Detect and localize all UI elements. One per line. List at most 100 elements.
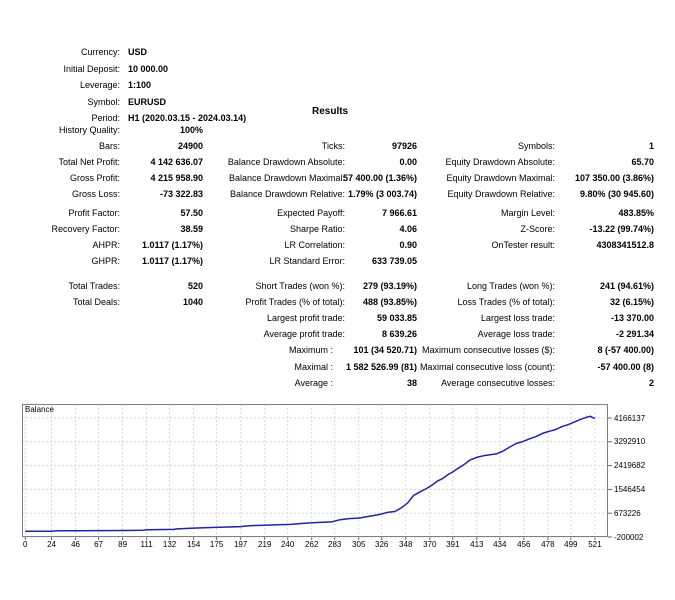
stat-label: Total Deals: [72, 297, 120, 308]
balance-curve [25, 415, 596, 533]
stat-label: Long Trades (won %): [466, 281, 555, 291]
x-axis-label: 326 [375, 540, 389, 549]
x-axis-label: 434 [493, 540, 507, 549]
chart-border [22, 404, 608, 537]
stat-label: Gross Loss: [71, 189, 120, 200]
x-axis-label: 175 [209, 540, 224, 549]
stat-value: 100% [179, 125, 203, 135]
x-axis-label: 370 [423, 540, 437, 549]
x-axis-label: 67 [94, 540, 103, 549]
header-label: Leverage: [79, 80, 120, 91]
x-axis-label: 348 [399, 540, 413, 549]
stat-value: 24900 [177, 141, 203, 152]
x-axis-label: 283 [327, 540, 342, 549]
stat-value: 65.70 [631, 157, 654, 168]
y-axis-label: 4166137 [614, 413, 646, 423]
stat-label: Total Net Profit: [58, 157, 120, 168]
stat-label: Average profit trade: [263, 329, 345, 340]
stat-value: 4 215 958.90 [150, 173, 203, 184]
stat-value: 8 (-57 400.00) [597, 345, 654, 356]
stat-value: 1.0117 (1.17%) [141, 240, 203, 251]
stat-label: Recovery Factor: [51, 224, 120, 235]
x-axis-label: 456 [517, 540, 531, 549]
y-axis-label: 1546454 [614, 484, 646, 494]
x-axis-label: 197 [233, 540, 248, 549]
x-axis-label: 478 [541, 540, 555, 549]
header-label: Currency: [80, 47, 120, 57]
stat-value: 633 739.05 [371, 256, 417, 267]
stat-label: Balance Drawdown Absolute: [227, 157, 345, 168]
stat-value: 57.50 [180, 208, 203, 218]
x-axis-label: 24 [47, 540, 56, 549]
x-axis-label: 305 [352, 540, 366, 549]
stat-label: Maximal consecutive loss (count): [419, 361, 555, 372]
chart-title: Balance [25, 405, 54, 414]
x-axis-label: 0 [23, 540, 28, 549]
stat-label: Total Trades: [68, 281, 120, 291]
stat-label: Z-Score: [520, 224, 555, 235]
stat-value: 32 (6.15%) [609, 297, 654, 308]
stat-value: 279 (93.19%) [362, 281, 417, 291]
header-value: 10 000.00 [128, 63, 169, 74]
header-value: 1:100 [128, 80, 152, 91]
stat-value: 241 (94.61%) [599, 281, 654, 291]
stat-label: Short Trades (won %): [255, 281, 345, 291]
header-label: Symbol: [87, 96, 120, 107]
x-axis-label: 240 [280, 540, 295, 549]
stat-value: 1 [648, 141, 654, 152]
stat-label: Average consecutive losses: [441, 377, 555, 388]
stat-label: Profit Factor: [68, 208, 120, 218]
stat-value: 7 966.61 [381, 208, 417, 218]
stat-value: 0.00 [399, 157, 417, 168]
stat-label: Expected Payoff: [277, 208, 345, 218]
x-axis-label: 391 [446, 540, 460, 549]
x-axis-label: 111 [140, 540, 153, 549]
stat-value: -57 400.00 (8) [597, 361, 654, 372]
stat-label: Maximal : [294, 361, 333, 372]
stat-label: Bars: [98, 141, 120, 152]
stat-label: Ticks: [321, 141, 345, 152]
balance-chart: Balance [22, 404, 612, 540]
x-axis-label: 413 [470, 540, 484, 549]
stat-label: Margin Level: [500, 208, 555, 218]
stat-label: Largest loss trade: [480, 313, 555, 324]
stat-label: LR Correlation: [284, 240, 345, 251]
balance-chart-canvas [22, 404, 612, 540]
header-value: EURUSD [128, 96, 167, 107]
stat-label: Average : [294, 377, 333, 388]
stat-label: OnTester result: [491, 240, 555, 251]
stat-label: Balance Drawdown Maximal: [228, 173, 345, 184]
stat-value: 59 033.85 [376, 313, 417, 324]
stat-label: LR Standard Error: [269, 256, 345, 267]
stat-value: -13 370.00 [610, 313, 654, 324]
stat-label: Sharpe Ratio: [289, 224, 345, 235]
x-axis-label: 89 [118, 540, 128, 549]
stat-value: 1.79% (3 003.74) [347, 189, 417, 200]
header-value: USD [128, 47, 148, 57]
stat-label: Average loss trade: [477, 329, 555, 340]
stat-value: 38 [406, 377, 417, 388]
header-label: Period: [91, 113, 120, 124]
y-axis-label: 3292910 [614, 437, 646, 447]
stat-value: 488 (93.85%) [362, 297, 417, 308]
x-axis-label: 46 [71, 540, 81, 549]
stat-label: Largest profit trade: [266, 313, 345, 324]
x-axis-label: 521 [588, 540, 602, 549]
stat-value: 483.85% [618, 208, 654, 218]
stat-value: 101 (34 520.71) [353, 345, 417, 356]
results-title: Results [312, 106, 349, 117]
stat-label: Equity Drawdown Absolute: [445, 157, 555, 168]
x-axis-label: 262 [305, 540, 319, 549]
stat-value: 57 400.00 (1.36%) [342, 173, 417, 184]
stat-label: GHPR: [91, 256, 120, 267]
stat-value: 520 [187, 281, 203, 291]
stat-label: Maximum : [288, 345, 333, 356]
y-axis-label: 673226 [614, 508, 641, 518]
y-axis-label: 2419682 [614, 461, 646, 471]
header-value: H1 (2020.03.15 - 2024.03.14) [128, 113, 247, 124]
x-axis-label: 499 [564, 540, 578, 549]
